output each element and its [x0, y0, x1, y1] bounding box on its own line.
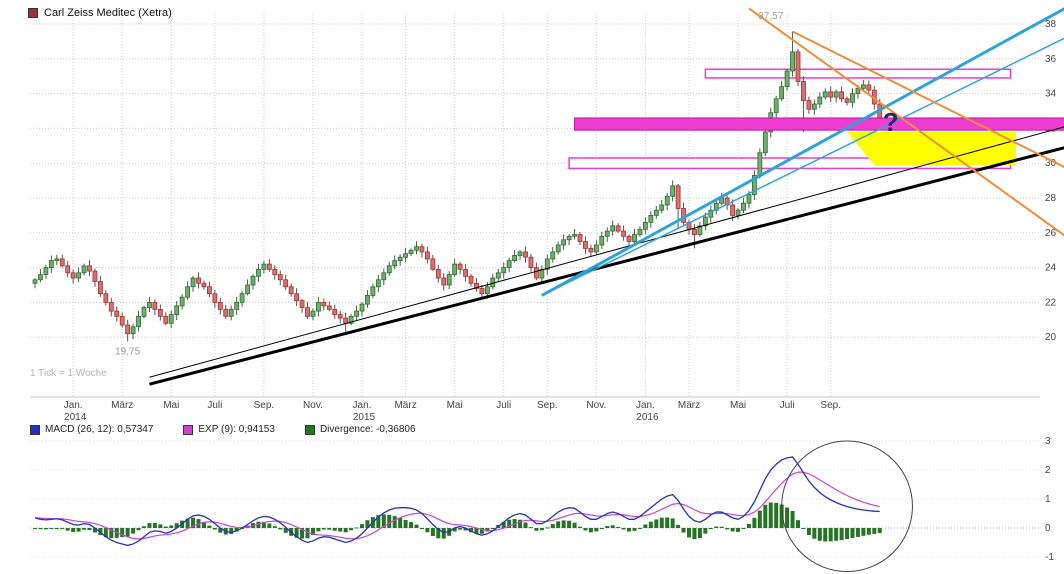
y-axis-label: 26 [1045, 228, 1057, 239]
x-axis-label: Nov. [303, 400, 323, 411]
macd-axis-label: 3 [1045, 436, 1051, 447]
x-axis-labels: Jan. März Mai Juli Sep. Nov. Jan. März Mai Juli Se… [64, 400, 841, 423]
x-axis-label: Mai [447, 400, 463, 411]
macd-color-swatch-icon [30, 424, 40, 435]
low-price-annotation: 19,75 [115, 347, 140, 358]
target-area-highlight [847, 131, 1016, 165]
y-axis-label: 38 [1045, 19, 1057, 30]
x-axis-label: Nov. [586, 400, 606, 411]
y-axis-label: 30 [1045, 158, 1057, 169]
y-axis-label: 34 [1045, 89, 1057, 100]
x-axis-label: Mai [163, 400, 179, 411]
macd-legend-label: MACD (26, 12): 0,57347 [45, 424, 154, 435]
question-mark-annotation: ? [883, 107, 899, 137]
x-axis-label: März [111, 400, 133, 411]
exp-signal-line [34, 471, 880, 540]
high-price-annotation: 37,57 [758, 11, 783, 22]
resistance-zone-upper [704, 68, 1012, 79]
x-axis-label: Mai [730, 400, 746, 411]
macd-line [34, 456, 880, 547]
macd-axis-label: 0 [1045, 523, 1051, 534]
exp-legend-label: EXP (9): 0,94153 [198, 424, 275, 435]
instrument-title: Carl Zeiss Meditec (Xetra) [44, 7, 172, 19]
acceleration-uptrend-line-2 [541, 37, 1064, 297]
x-axis-label: März [678, 400, 700, 411]
y-axis-label: 28 [1045, 193, 1057, 204]
x-axis-label: März [394, 400, 416, 411]
x-axis-label: Sep. [537, 400, 558, 411]
downtrend-line-steep [748, 7, 1064, 237]
macd-axis-label: -1 [1045, 552, 1054, 563]
y-axis-label: 22 [1045, 297, 1057, 308]
divergence-color-swatch-icon [304, 424, 315, 435]
year-label: 2016 [636, 412, 659, 423]
x-axis-label: Sep. [254, 400, 275, 411]
legend-item-divergence: Divergence: -0,36806 [304, 424, 416, 435]
primary-uptrend-line [149, 146, 1064, 386]
acceleration-uptrend-line [541, 7, 1064, 297]
x-axis-label: Juli [496, 400, 511, 411]
divergence-legend-label: Divergence: -0,36806 [319, 424, 416, 435]
downtrend-line-shallow [792, 30, 1064, 169]
title-row: Carl Zeiss Meditec (Xetra) [28, 7, 172, 19]
x-axis-label: Juli [207, 400, 222, 411]
instrument-icon [28, 8, 38, 18]
secondary-uptrend-line [149, 126, 1064, 378]
y-axis-label: 20 [1045, 332, 1057, 343]
macd-legend: MACD (26, 12): 0,57347 EXP (9): 0,94153 … [30, 424, 416, 435]
x-axis-label: Sep. [820, 400, 841, 411]
year-label: 2014 [64, 412, 87, 423]
macd-axis-label: 2 [1045, 465, 1051, 476]
x-axis-label: Jan. [353, 400, 372, 411]
legend-item-exp: EXP (9): 0,94153 [183, 424, 275, 435]
tick-interval-note: 1 Tick = 1 Woche [30, 368, 107, 379]
y-axis-label: 36 [1045, 54, 1057, 65]
x-axis-label: Jan. [64, 400, 83, 411]
x-axis-label: Jan. [636, 400, 655, 411]
y-axis-label: 24 [1045, 263, 1057, 274]
y-axis-price-labels: 20222426283032343638 [1045, 19, 1057, 343]
resistance-zone-main [574, 117, 1064, 131]
divergence-histogram [33, 502, 882, 542]
macd-axis-label: 1 [1045, 494, 1051, 505]
x-axis-label: Juli [780, 400, 795, 411]
year-label: 2015 [353, 412, 376, 423]
legend-item-macd: MACD (26, 12): 0,57347 [30, 424, 153, 435]
exp-color-swatch-icon [183, 424, 194, 435]
analysis-circle-annotation [781, 440, 913, 572]
